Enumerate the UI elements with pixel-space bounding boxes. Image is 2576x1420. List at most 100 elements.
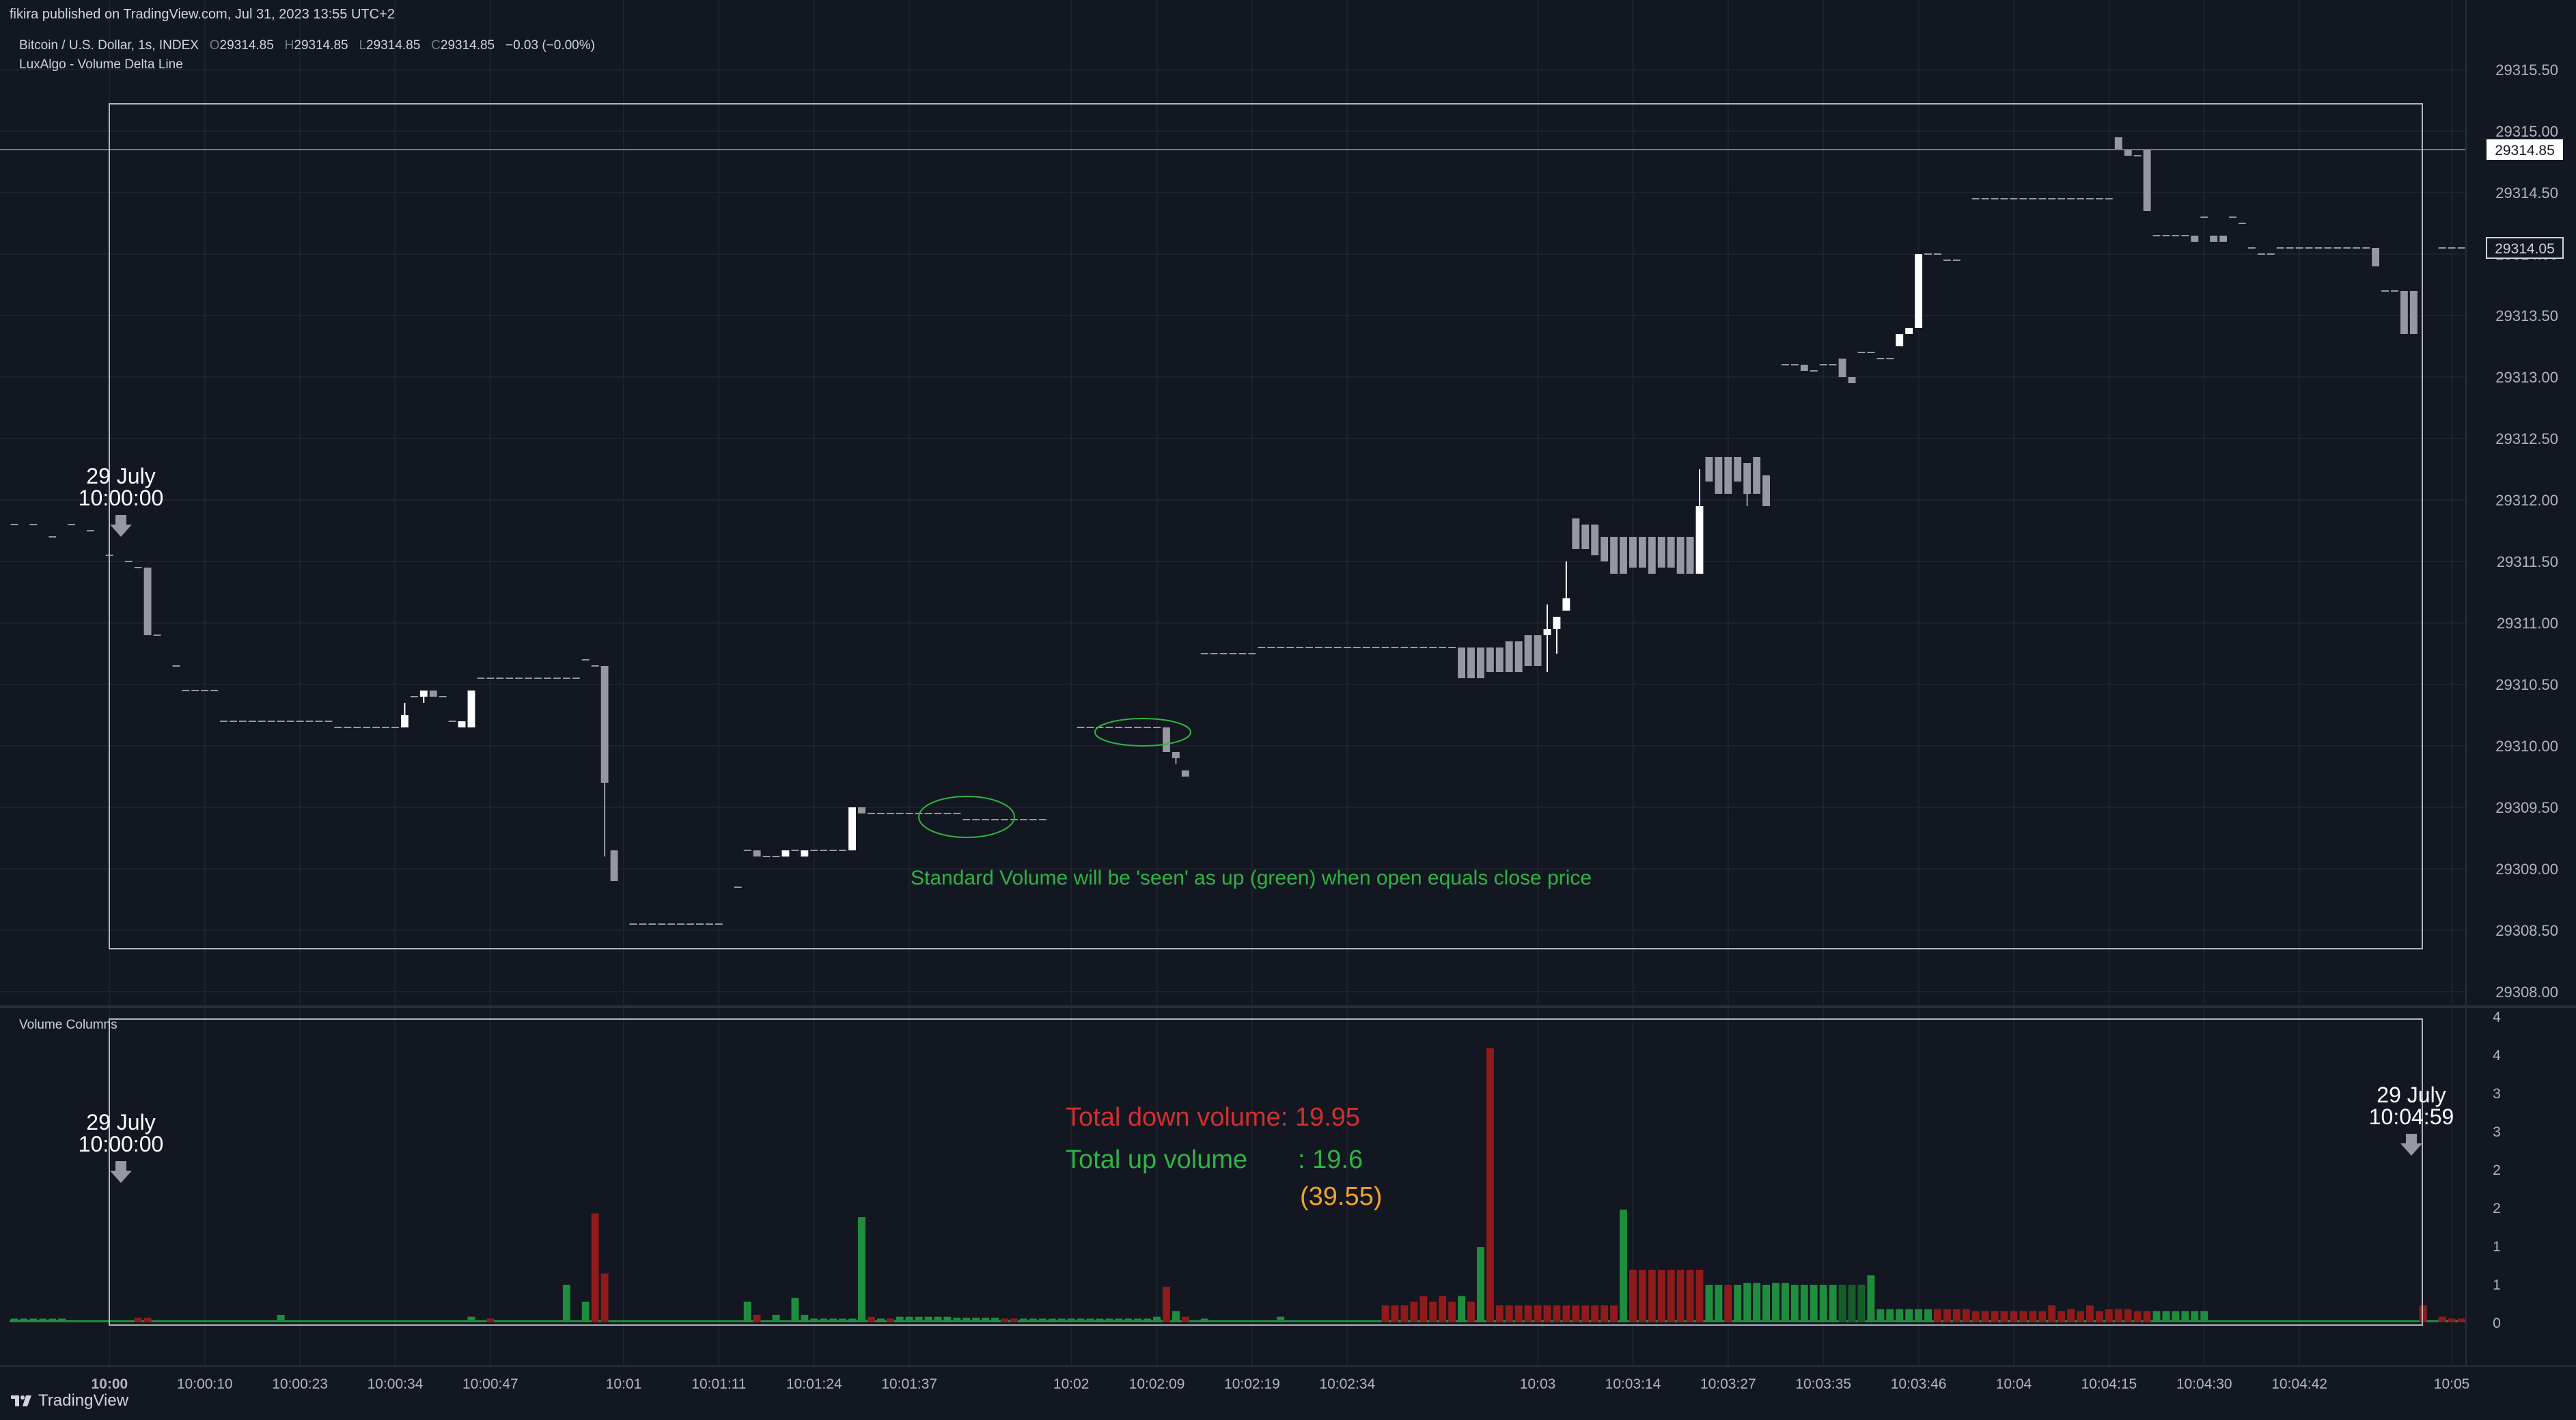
volume-bar	[1705, 1285, 1713, 1322]
candle-body	[858, 807, 865, 813]
volume-bar	[2019, 1311, 2027, 1322]
candle	[1534, 635, 1542, 666]
volume-bar	[467, 1316, 475, 1322]
volume-pane-label[interactable]: Volume Columns	[19, 1018, 117, 1032]
time-tick-label: 10:00:34	[368, 1376, 424, 1392]
volume-bar	[1019, 1318, 1027, 1322]
candle-body	[429, 691, 437, 697]
volume-bar	[2143, 1311, 2151, 1322]
volume-bar	[1096, 1318, 1104, 1322]
volume-bar	[134, 1318, 142, 1322]
volume-bar	[1676, 1270, 1685, 1322]
volume-bar	[1439, 1296, 1447, 1322]
candle-body	[2114, 137, 2122, 150]
ohlc-close: 29314.85	[440, 38, 495, 53]
volume-bar	[1610, 1305, 1618, 1322]
volume-bar	[943, 1316, 952, 1322]
candle-body	[1762, 475, 1770, 506]
volume-bar	[58, 1318, 66, 1322]
candle-body	[1181, 770, 1189, 777]
volume-bar	[1772, 1283, 1779, 1322]
candle-body	[1495, 648, 1504, 672]
price-highlight-box	[109, 103, 2423, 949]
candle	[1524, 635, 1532, 666]
candle-body	[419, 691, 428, 697]
candle	[143, 568, 152, 635]
price-tick-label: 29313.50	[2495, 307, 2558, 324]
volume-bar	[1952, 1309, 1961, 1322]
candle-body	[1848, 377, 1856, 383]
volume-bar	[1458, 1296, 1465, 1322]
volume-bar	[1915, 1309, 1923, 1322]
start-price-marker-arrow-icon	[110, 515, 132, 537]
volume-bar	[1848, 1285, 1856, 1322]
volume-bar	[1057, 1318, 1066, 1322]
candle-body	[1686, 537, 1694, 574]
candle-body	[1524, 635, 1532, 666]
candle-body	[1905, 328, 1913, 334]
price-tick-label: 29315.50	[2495, 61, 2558, 79]
volume-bar	[801, 1315, 809, 1322]
volume-bar	[1572, 1305, 1580, 1322]
candle	[1743, 463, 1751, 506]
volume-bar	[886, 1318, 894, 1322]
ohlc-low: 29314.85	[366, 38, 421, 53]
candle	[1572, 518, 1580, 549]
candle	[1686, 537, 1694, 574]
volume-bar	[486, 1318, 495, 1322]
price-tick-label: 29311.00	[2497, 615, 2558, 632]
volume-bar	[953, 1318, 961, 1322]
volume-bar	[1448, 1301, 1456, 1322]
candle-body	[600, 666, 609, 783]
volume-pane[interactable]	[10, 1048, 2466, 1323]
ohlc-open: 29314.85	[219, 38, 274, 53]
candle-body	[1648, 537, 1656, 574]
candle	[1705, 457, 1713, 482]
candle	[2400, 291, 2408, 334]
volume-bar	[1620, 1210, 1627, 1322]
price-pane[interactable]	[0, 137, 2466, 925]
symbol-legend[interactable]: Bitcoin / U.S. Dollar, 1s, INDEX O29314.…	[19, 38, 595, 53]
price-tick-label: 29310.50	[2495, 676, 2558, 693]
volume-bar	[1896, 1309, 1904, 1322]
price-tick-label: 29315.00	[2495, 123, 2558, 140]
total-volume-sum: (39.55)	[1300, 1182, 1382, 1211]
candle	[1458, 648, 1465, 678]
candle	[600, 666, 609, 857]
time-tick-label: 10:03:27	[1700, 1376, 1756, 1392]
volume-bar	[1048, 1318, 1056, 1322]
volume-bar	[10, 1318, 18, 1322]
volume-bar	[2172, 1311, 2180, 1322]
volume-bar	[1581, 1305, 1590, 1322]
time-tick-label: 10:04:15	[2081, 1376, 2137, 1392]
volume-bar	[1086, 1318, 1094, 1322]
candle	[1476, 648, 1484, 678]
candle	[467, 691, 475, 727]
volume-bar	[2058, 1311, 2066, 1322]
candle-body	[1915, 254, 1923, 328]
candle-body	[1896, 334, 1904, 346]
volume-bar	[1124, 1318, 1133, 1322]
price-tick-label: 29312.50	[2495, 430, 2558, 447]
volume-tick-label: 2	[2493, 1163, 2501, 1178]
candle	[458, 721, 466, 727]
start-price-marker-time: 10:00:00	[79, 486, 164, 510]
candle	[1610, 537, 1618, 574]
candle-body	[1505, 641, 1513, 672]
time-tick-label: 10:04	[1996, 1376, 2032, 1392]
ohlc-high: 29314.85	[294, 38, 348, 53]
candle-body	[610, 850, 618, 881]
candle-body	[1724, 457, 1732, 494]
candle	[2210, 236, 2218, 242]
candle-body	[1572, 518, 1580, 549]
tradingview-logo-icon	[11, 1395, 31, 1406]
candle	[1676, 537, 1685, 574]
volume-bar	[1591, 1305, 1599, 1322]
candle	[1905, 328, 1913, 334]
volume-bar	[905, 1316, 913, 1322]
tradingview-footer[interactable]: TradingView	[11, 1391, 128, 1410]
time-tick-label: 10:02	[1053, 1376, 1090, 1392]
indicator-legend[interactable]: LuxAlgo - Volume Delta Line	[19, 57, 183, 72]
volume-bar	[2438, 1316, 2446, 1322]
